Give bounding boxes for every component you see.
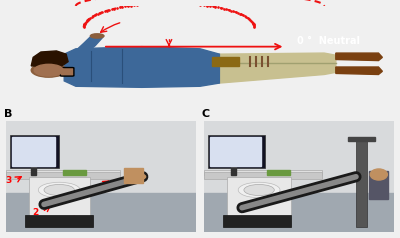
Polygon shape — [212, 57, 239, 66]
Bar — [204, 172, 322, 179]
Polygon shape — [336, 67, 382, 74]
Bar — [208, 135, 265, 168]
Bar — [210, 137, 261, 166]
Ellipse shape — [238, 182, 280, 198]
Ellipse shape — [90, 34, 104, 38]
Bar — [356, 138, 368, 227]
Ellipse shape — [34, 64, 63, 76]
Bar — [31, 167, 36, 174]
Ellipse shape — [31, 63, 66, 77]
Bar — [369, 171, 388, 199]
Polygon shape — [72, 35, 103, 55]
Bar — [124, 168, 143, 183]
Ellipse shape — [370, 169, 387, 180]
Bar — [204, 170, 322, 174]
Polygon shape — [336, 53, 382, 61]
Text: A: A — [4, 0, 13, 1]
Bar — [267, 170, 290, 174]
Bar — [223, 215, 291, 227]
Ellipse shape — [132, 174, 146, 179]
FancyBboxPatch shape — [60, 68, 74, 76]
Bar — [348, 137, 375, 141]
Bar — [10, 135, 59, 168]
Text: 3: 3 — [6, 176, 12, 184]
Bar — [12, 137, 55, 166]
Polygon shape — [31, 51, 68, 67]
Text: 0 °  Neutral: 0 ° Neutral — [297, 36, 360, 46]
Bar — [63, 170, 86, 174]
Bar — [6, 121, 196, 193]
Text: B: B — [4, 109, 12, 119]
Text: 4: 4 — [57, 217, 63, 225]
Bar — [230, 167, 236, 174]
Polygon shape — [200, 53, 336, 83]
Bar — [6, 193, 196, 232]
Bar — [204, 121, 394, 193]
Text: C: C — [202, 109, 210, 119]
Text: 1: 1 — [80, 188, 86, 197]
Polygon shape — [64, 47, 219, 87]
Bar — [25, 215, 93, 227]
Ellipse shape — [244, 184, 274, 196]
Ellipse shape — [44, 184, 74, 196]
Text: 2: 2 — [32, 208, 38, 217]
Bar — [6, 172, 120, 179]
Bar — [227, 177, 292, 221]
Ellipse shape — [38, 182, 80, 198]
Bar — [29, 177, 90, 221]
Bar — [204, 193, 394, 232]
Bar — [6, 170, 120, 174]
